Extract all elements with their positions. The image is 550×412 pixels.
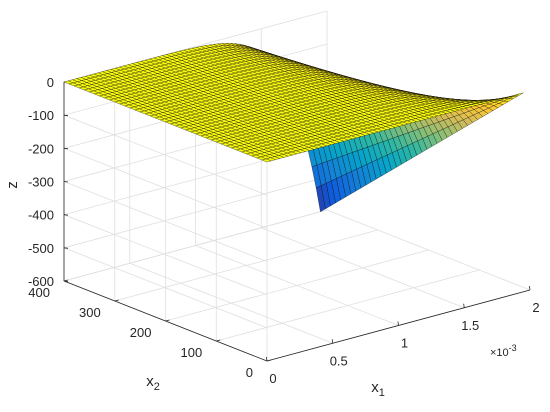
x1-exponent-label: ×10-3 <box>490 343 517 359</box>
x1-tick-label: 1.5 <box>461 318 479 333</box>
z-tick-label: -600 <box>28 274 54 289</box>
x2-tick-label: 300 <box>79 305 101 320</box>
x2-tick-label: 0 <box>246 365 253 380</box>
surface-face <box>514 92 524 97</box>
z-tick-mark <box>63 280 69 282</box>
x2-tick-label: 100 <box>181 345 203 360</box>
x2-axis-label: x2 <box>146 373 160 393</box>
x1-tick-mark <box>529 285 531 291</box>
grid-line-floor-y <box>165 249 429 322</box>
grid-line-floor-y <box>216 269 480 342</box>
x1-tick-label: 0 <box>269 371 276 386</box>
z-tick-label: -100 <box>28 108 54 123</box>
x2-tick-label: 200 <box>130 325 152 340</box>
tick-labels: 0 0.5 1 1.5 2 0 100 200 300 400 0 -100 -200 -300 -400 -… <box>28 75 540 386</box>
z-tick-label: 0 <box>47 75 54 90</box>
z-tick-mark <box>63 114 69 117</box>
z-tick-label: -400 <box>28 208 54 223</box>
x1-axis-label: x1 <box>371 379 385 399</box>
x1-tick-mark <box>331 339 334 344</box>
x1-tick-label: 1 <box>401 336 408 351</box>
x1-tick-label: 0.5 <box>330 353 348 368</box>
z-tick-label: -500 <box>28 241 54 256</box>
z-tick-label: -300 <box>28 175 54 190</box>
z-tick-mark <box>63 147 69 150</box>
x1-tick-mark <box>397 321 399 326</box>
x2-tick-mark <box>216 339 221 342</box>
axes <box>63 81 531 362</box>
x2-tick-mark <box>266 359 272 362</box>
x2-tick-mark <box>165 319 170 322</box>
x1-tick-mark <box>266 356 268 362</box>
x2-tick-mark <box>114 299 119 302</box>
z-tick-label: -200 <box>28 141 54 156</box>
z-axis-label: z <box>4 181 21 189</box>
x2-tick-label: 400 <box>28 285 50 300</box>
x1-tick-label: 2 <box>532 300 539 315</box>
z-tick-mark <box>63 247 69 249</box>
x1-tick-mark <box>463 303 465 308</box>
z-tick-mark <box>63 181 69 183</box>
surface-mesh <box>63 43 524 213</box>
z-tick-mark <box>63 214 69 216</box>
axis-labels: z x2 x1 ×10-3 <box>4 181 517 399</box>
grid-line-floor-y <box>114 229 378 302</box>
